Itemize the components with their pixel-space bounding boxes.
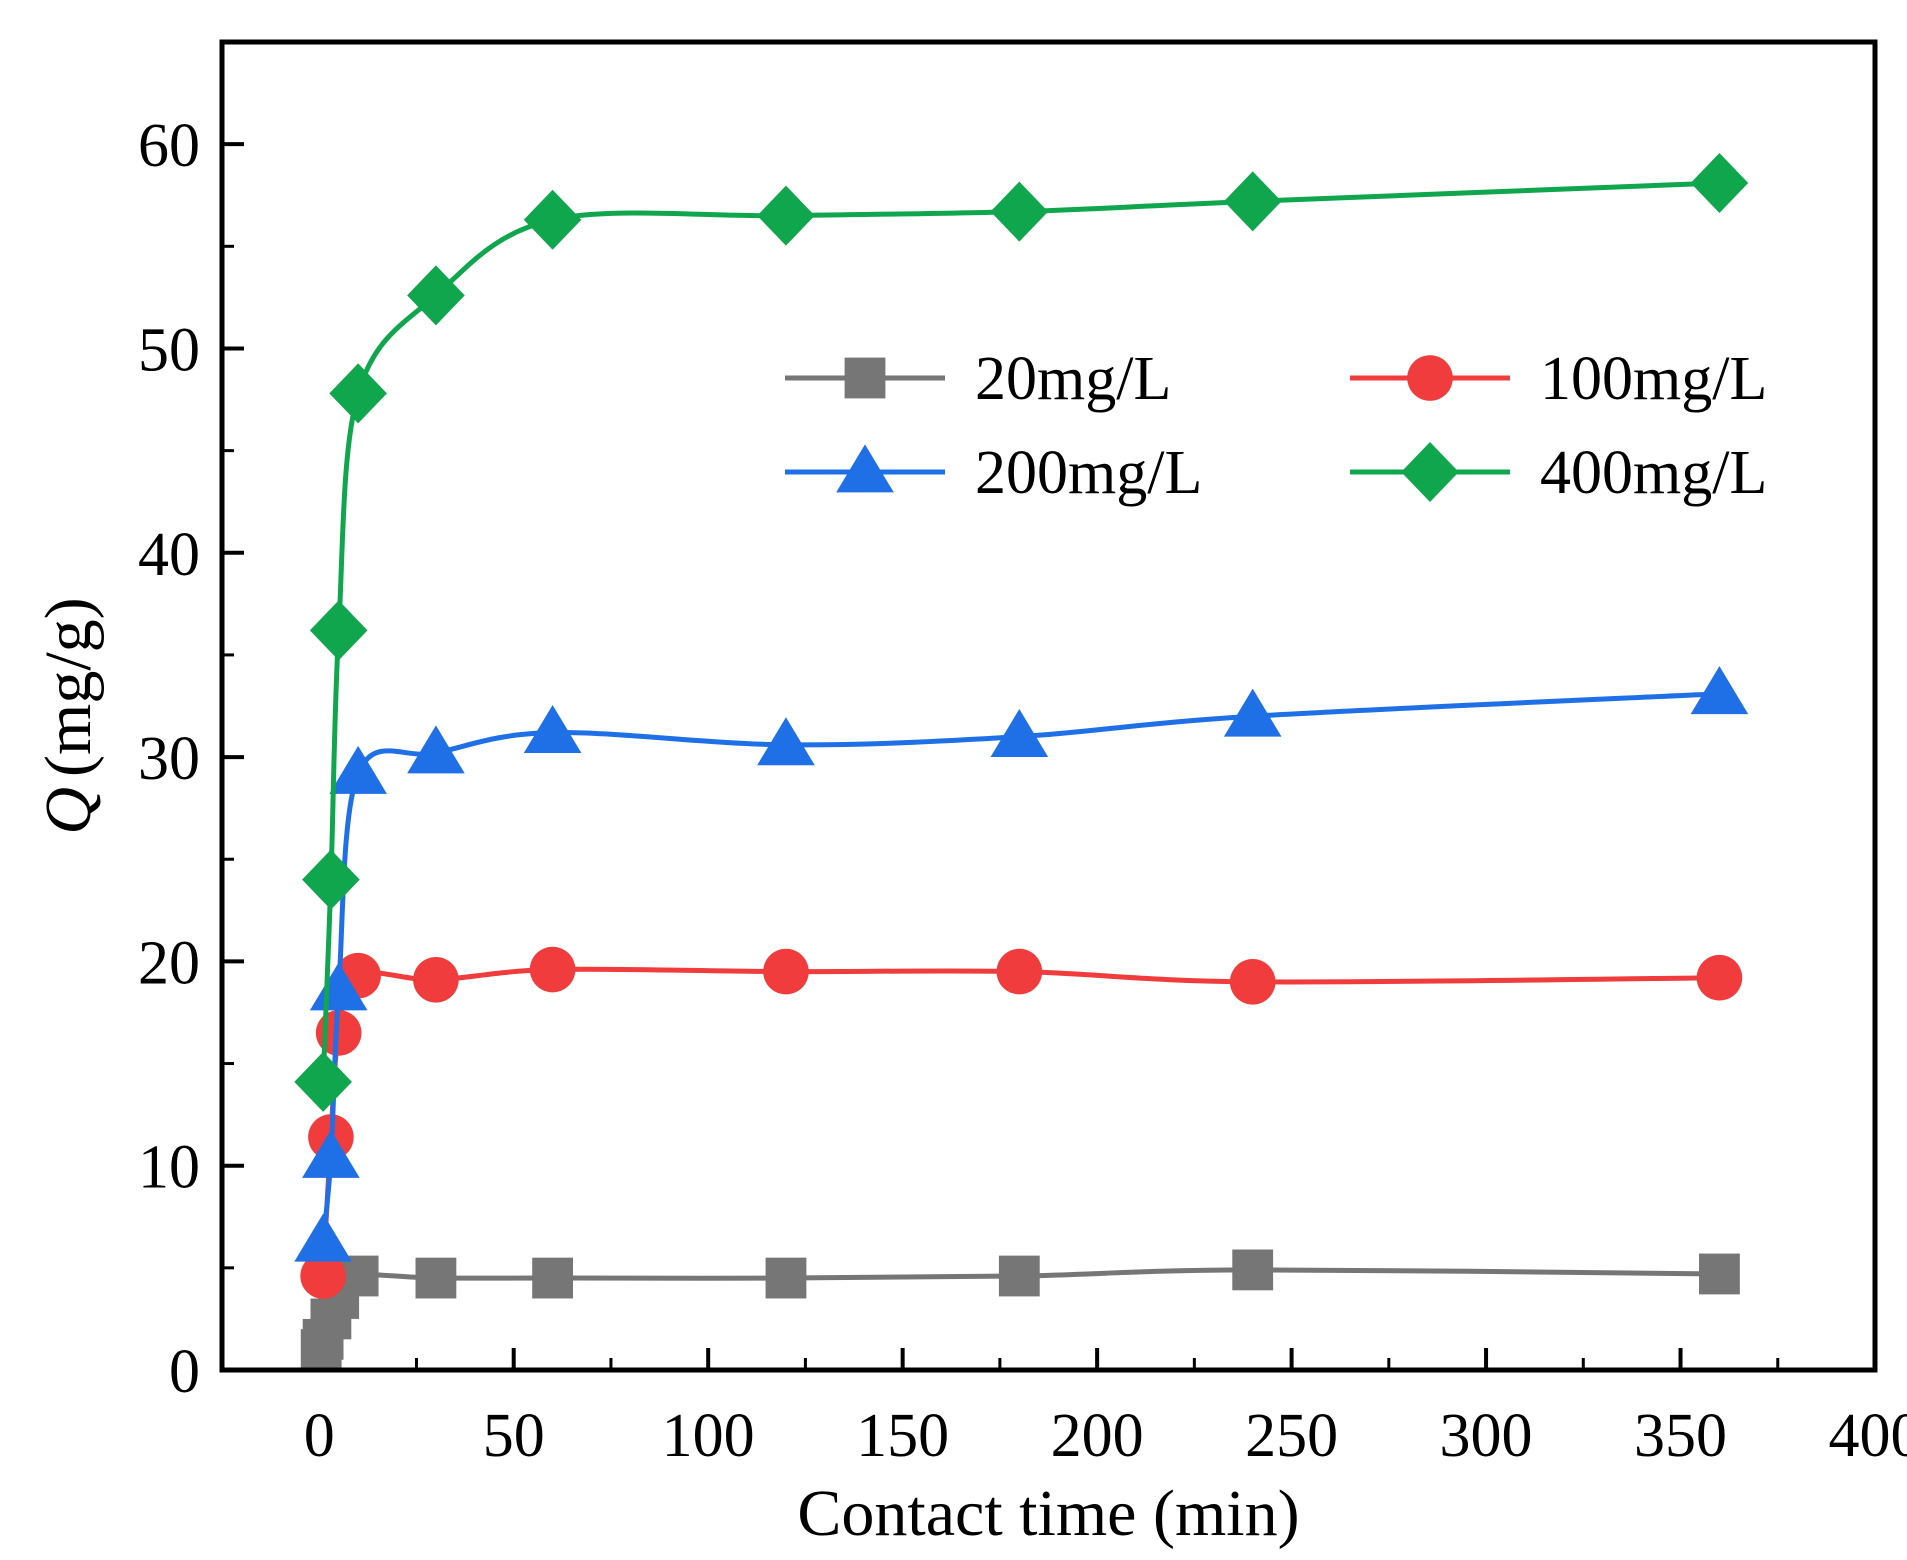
legend-label-400mgl: 400mg/L (1540, 439, 1767, 507)
x-tick-label: 300 (1440, 1402, 1533, 1470)
data-point-200mgl (1223, 688, 1282, 737)
data-point-200mgl (407, 725, 465, 774)
y-tick-label: 0 (169, 1338, 200, 1406)
data-point-100mgl (413, 956, 459, 1003)
legend-marker-400mgl (1401, 442, 1459, 502)
y-tick-label: 30 (138, 725, 200, 793)
x-tick-label: 50 (483, 1402, 545, 1470)
data-point-20mgl (998, 1255, 1040, 1297)
data-point-20mgl (532, 1257, 573, 1299)
legend-label-20mgl: 20mg/L (975, 345, 1171, 413)
series-layer (294, 152, 1749, 1370)
y-tick-label: 60 (138, 112, 200, 180)
legend-item-100mgl: 100mg/L (1350, 345, 1767, 413)
data-point-400mgl (407, 265, 465, 326)
tick-labels: 0 50 100 150 200 250 300 350 400 0 10 20 30 40 50 60 (138, 112, 1907, 1470)
y-axis-label: Q (mg/g) (32, 597, 105, 834)
legend-marker-100mgl (1407, 355, 1453, 401)
x-axis-label: Contact time (min) (797, 1477, 1299, 1550)
data-point-400mgl (309, 600, 368, 661)
y-tick-label: 10 (138, 1134, 200, 1202)
data-point-20mgl (1232, 1249, 1274, 1291)
y-tick-label: 20 (138, 929, 200, 997)
y-tick-label: 40 (138, 521, 200, 589)
x-tick-label: 250 (1245, 1402, 1338, 1470)
series-20mgl (300, 1249, 1740, 1370)
data-point-20mgl (1699, 1253, 1740, 1295)
legend-item-400mgl: 400mg/L (1350, 439, 1767, 507)
plot-frame (219, 39, 1878, 1373)
data-point-200mgl (329, 745, 387, 794)
legend-marker-20mgl (844, 357, 886, 399)
legend-item-20mgl: 20mg/L (785, 345, 1171, 413)
data-point-400mgl (329, 363, 387, 424)
series-200mgl (294, 666, 1749, 1262)
legend-marker-200mgl (836, 444, 894, 493)
data-point-400mgl (990, 181, 1049, 242)
data-point-200mgl (523, 704, 582, 753)
y-tick-label: 50 (138, 316, 200, 384)
data-point-400mgl (294, 1051, 352, 1112)
x-tick-label: 150 (856, 1402, 949, 1470)
data-point-200mgl (757, 717, 815, 766)
data-point-200mgl (294, 1213, 352, 1262)
data-point-100mgl (763, 948, 809, 995)
series-400mgl (294, 152, 1749, 1112)
data-point-400mgl (757, 185, 815, 246)
data-point-100mgl (529, 946, 576, 993)
legend-label-200mgl: 200mg/L (975, 439, 1202, 507)
data-point-400mgl (1690, 152, 1749, 213)
x-tick-label: 200 (1051, 1402, 1144, 1470)
legend-label-100mgl: 100mg/L (1540, 345, 1767, 413)
data-point-20mgl (765, 1257, 807, 1299)
x-tick-label: 350 (1634, 1402, 1727, 1470)
data-point-400mgl (1223, 171, 1282, 232)
data-point-200mgl (302, 1129, 360, 1178)
data-point-100mgl (996, 948, 1043, 995)
data-point-400mgl (302, 849, 360, 910)
y-axis-label-symbol: Q (32, 787, 105, 835)
data-point-100mgl (1696, 954, 1743, 1001)
data-point-400mgl (523, 189, 582, 250)
x-tick-label: 0 (304, 1402, 335, 1470)
x-tick-label: 400 (1829, 1402, 1907, 1470)
data-point-20mgl (415, 1257, 457, 1299)
legend-item-200mgl: 200mg/L (785, 439, 1202, 507)
data-point-100mgl (300, 1253, 346, 1299)
legend: 20mg/L 100mg/L 200mg/L 400mg/L (785, 345, 1767, 507)
data-point-100mgl (1229, 959, 1276, 1005)
y-axis-label-unit: (mg/g) (32, 597, 105, 777)
data-point-200mgl (990, 709, 1049, 758)
data-point-200mgl (1690, 666, 1749, 715)
x-tick-label: 100 (662, 1402, 755, 1470)
